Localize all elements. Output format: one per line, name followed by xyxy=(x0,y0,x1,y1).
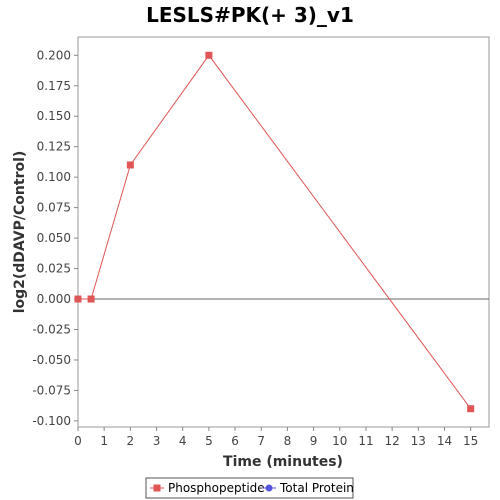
data-point xyxy=(126,161,134,169)
x-tick-label: 4 xyxy=(179,434,187,448)
y-tick-label: -0.025 xyxy=(32,323,71,337)
x-tick-label: 8 xyxy=(284,434,292,448)
y-tick-label: -0.050 xyxy=(32,353,71,367)
legend-marker xyxy=(265,484,273,492)
x-tick-label: 7 xyxy=(257,434,265,448)
x-tick-label: 2 xyxy=(127,434,135,448)
x-tick-label: 15 xyxy=(463,434,478,448)
y-tick-label: 0.050 xyxy=(37,231,71,245)
x-tick-label: 6 xyxy=(231,434,239,448)
x-tick-label: 0 xyxy=(74,434,82,448)
y-axis-ticks: 0.200 0.175 0.150 0.125 0.100 0.075 0.050 0.025… xyxy=(32,48,78,428)
x-tick-label: 3 xyxy=(153,434,161,448)
x-tick-label: 11 xyxy=(358,434,373,448)
x-axis-ticks: 0 1 2 3 4 5 6 7 8 9 10 11 12 13 14 15 xyxy=(74,427,478,448)
y-tick-label: 0.100 xyxy=(37,170,71,184)
legend-marker xyxy=(153,484,161,492)
data-point xyxy=(205,51,213,59)
y-axis-label: log2(dDAVP/Control) xyxy=(12,151,28,314)
y-tick-label: 0.000 xyxy=(37,292,71,306)
y-tick-label: -0.075 xyxy=(32,383,71,397)
y-tick-label: 0.125 xyxy=(37,140,71,154)
x-tick-label: 14 xyxy=(437,434,452,448)
x-tick-label: 9 xyxy=(310,434,318,448)
y-tick-label: 0.025 xyxy=(37,262,71,276)
y-tick-label: -0.100 xyxy=(32,414,71,428)
series-layer xyxy=(74,51,475,413)
data-point xyxy=(467,405,475,413)
y-tick-label: 0.150 xyxy=(37,109,71,123)
data-point xyxy=(87,295,95,303)
x-axis-label: Time (minutes) xyxy=(223,454,343,470)
legend-label: Phosphopeptide xyxy=(168,481,265,495)
plot-area xyxy=(77,36,490,428)
legend-box xyxy=(145,477,354,499)
chart-title: LESLS#PK(+ 3)_v1 xyxy=(146,3,354,27)
x-tick-label: 1 xyxy=(100,434,108,448)
x-tick-label: 10 xyxy=(332,434,347,448)
legend: Phosphopeptide Total Protein xyxy=(145,477,354,499)
x-tick-label: 5 xyxy=(205,434,213,448)
legend-label: Total Protein xyxy=(279,481,354,495)
y-tick-label: 0.175 xyxy=(37,79,71,93)
y-tick-label: 0.200 xyxy=(37,48,71,62)
data-point xyxy=(74,295,82,303)
x-tick-label: 13 xyxy=(411,434,426,448)
y-tick-label: 0.075 xyxy=(37,201,71,215)
x-tick-label: 12 xyxy=(384,434,399,448)
